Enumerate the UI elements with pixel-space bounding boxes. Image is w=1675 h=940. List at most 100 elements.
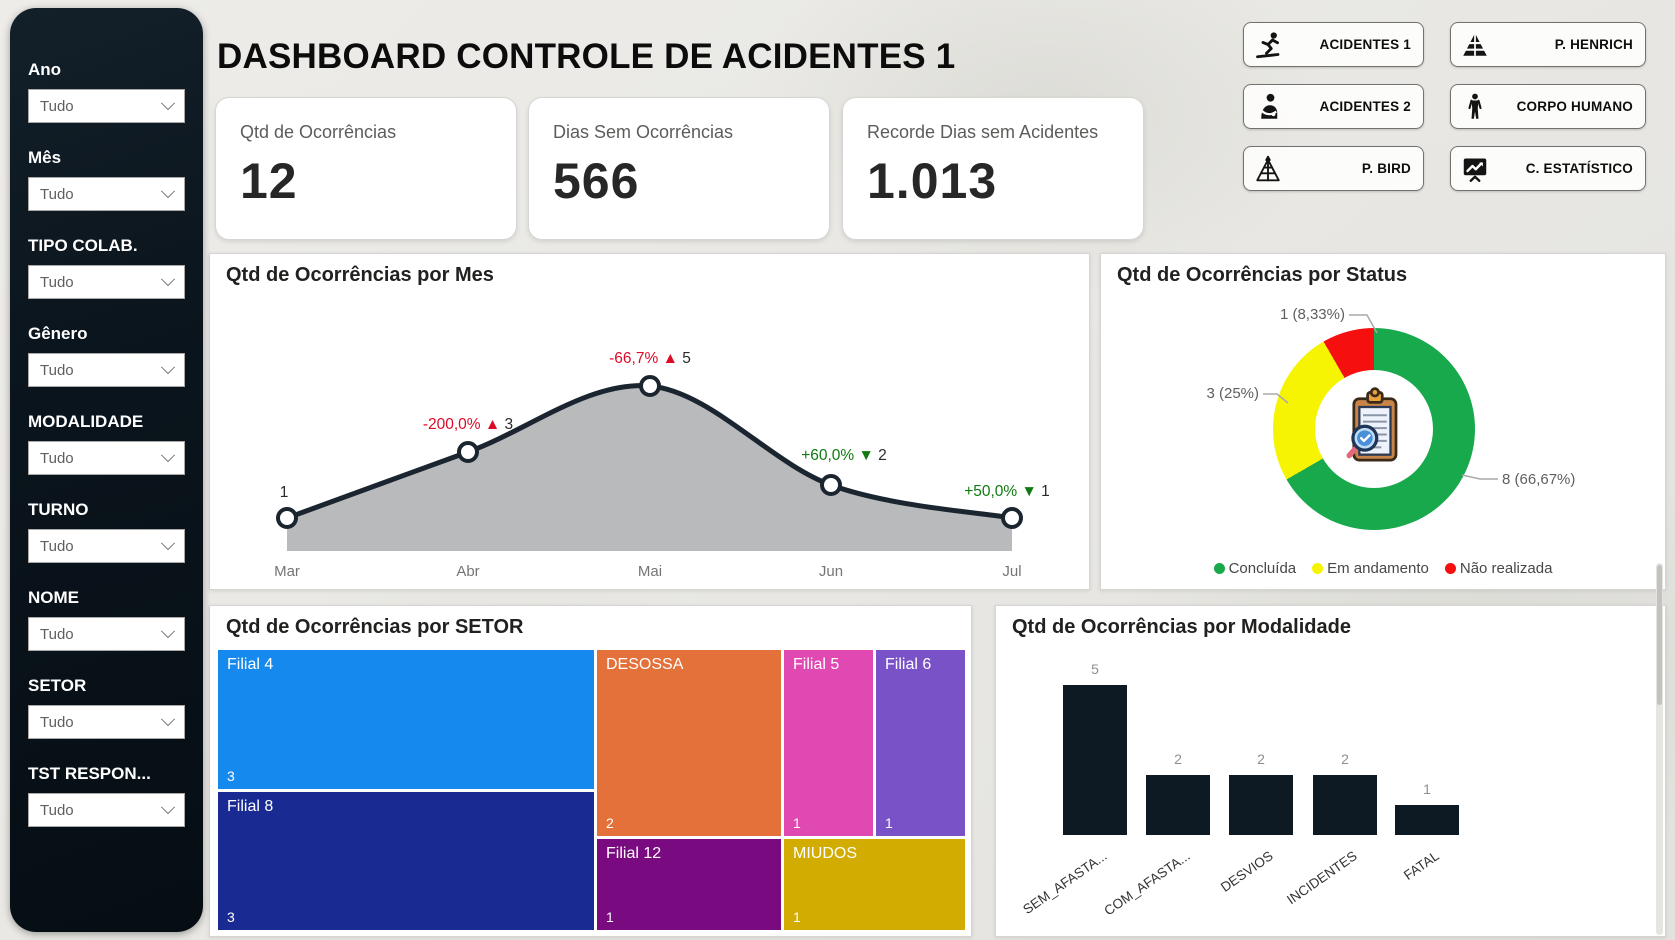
- point-label-abr: -200,0% ▲ 3: [423, 416, 513, 433]
- modalidade-dropdown[interactable]: Tudo: [28, 441, 185, 475]
- bar-value-label: 2: [1257, 751, 1265, 767]
- treemap-tile-miudos[interactable]: MIUDOS 1: [784, 839, 965, 930]
- bar-com-afastamento[interactable]: [1146, 775, 1210, 835]
- filter-label-tipo-colab: TIPO COLAB.: [28, 236, 138, 255]
- x-axis-label-abr: Abr: [456, 563, 479, 580]
- point-label-jun: +60,0% ▼ 2: [801, 447, 887, 464]
- donut-chart-title: Qtd de Ocorrências por Status: [1117, 264, 1408, 286]
- nome-dropdown[interactable]: Tudo: [28, 617, 185, 651]
- setor-dropdown[interactable]: Tudo: [28, 705, 185, 739]
- chevron-down-icon: [160, 800, 176, 815]
- bar-sem-afastamento[interactable]: [1063, 685, 1127, 835]
- bar-fatal[interactable]: [1395, 805, 1459, 835]
- tile-value: 1: [793, 909, 801, 925]
- data-point-jun[interactable]: [820, 474, 842, 496]
- filter-label-mes: Mês: [28, 148, 62, 167]
- chart-board-icon: [1463, 158, 1487, 182]
- donut-callout-concluida: 8 (66,67%): [1502, 471, 1576, 488]
- nav-button-label: C. ESTATÍSTICO: [1525, 161, 1633, 176]
- legend-item-nao-realizada[interactable]: Não realizada: [1444, 560, 1553, 577]
- kpi-card-recorde-dias: Recorde Dias sem Acidentes 1.013: [842, 97, 1144, 240]
- tst-responsavel-dropdown-value: Tudo: [40, 801, 74, 819]
- tile-label: Filial 4: [227, 656, 274, 673]
- filter-nome: NOME Tudo: [28, 588, 185, 651]
- genero-dropdown[interactable]: Tudo: [28, 353, 185, 387]
- area-fill: [287, 385, 1012, 551]
- human-body-icon: [1468, 93, 1482, 119]
- bar-chart-title: Qtd de Ocorrências por Modalidade: [1012, 616, 1351, 638]
- line-chart-title: Qtd de Ocorrências por Mes: [226, 264, 494, 286]
- filter-genero: Gênero Tudo: [28, 324, 185, 387]
- nav-button-p-henrich[interactable]: P. HENRICH: [1450, 22, 1646, 67]
- filter-turno: TURNO Tudo: [28, 500, 185, 563]
- tile-value: 2: [606, 815, 614, 831]
- nav-button-label: ACIDENTES 2: [1319, 99, 1411, 114]
- turno-dropdown[interactable]: Tudo: [28, 529, 185, 563]
- treemap-tile-filial-6[interactable]: Filial 6 1: [876, 650, 965, 836]
- tipo-colab-dropdown[interactable]: Tudo: [28, 265, 185, 299]
- setor-treemap: Filial 4 3 Filial 8 3 DESOSSA 2 Filial 1…: [218, 650, 965, 930]
- treemap-tile-filial-8[interactable]: Filial 8 3: [218, 792, 594, 930]
- chevron-down-icon: [160, 448, 176, 463]
- data-point-mai[interactable]: [639, 375, 661, 397]
- nav-button-corpo-humano[interactable]: CORPO HUMANO: [1450, 84, 1646, 129]
- x-axis-label-sem-afastamento: SEM_AFASTA...: [1020, 848, 1110, 917]
- tipo-colab-dropdown-value: Tudo: [40, 273, 74, 291]
- x-axis-label-mai: Mai: [638, 563, 662, 580]
- modalidade-dropdown-value: Tudo: [40, 449, 74, 467]
- nav-button-c-estatistico[interactable]: C. ESTATÍSTICO: [1450, 146, 1646, 191]
- legend-label: Concluída: [1228, 560, 1297, 577]
- x-axis-label-incidentes: INCIDENTES: [1284, 848, 1360, 907]
- bar-desvios[interactable]: [1229, 775, 1293, 835]
- bar-chart-card: Qtd de Ocorrências por Modalidade 5 2 2 …: [995, 605, 1666, 937]
- line-chart-card: Qtd de Ocorrências por Mes 1 -200,0% ▲ 3…: [209, 253, 1090, 590]
- clipboard-magnifier-icon: [1346, 387, 1398, 462]
- kpi-value: 1.013: [867, 153, 998, 209]
- filter-tipo-colab: TIPO COLAB. Tudo: [28, 236, 185, 299]
- filter-setor: SETOR Tudo: [28, 676, 185, 739]
- legend-label: Não realizada: [1459, 560, 1553, 577]
- slipping-person-icon: [1256, 31, 1280, 58]
- bar-incidentes[interactable]: [1313, 775, 1377, 835]
- filter-sidebar: Ano Tudo Mês Tudo TIPO COLAB. Tudo Gêner…: [10, 8, 203, 932]
- legend-item-em-andamento[interactable]: Em andamento: [1312, 560, 1429, 577]
- nav-button-acidentes-2[interactable]: ACIDENTES 2: [1243, 84, 1424, 129]
- line-chart[interactable]: 1 -200,0% ▲ 3 -66,7% ▲ 5 +60,0% ▼ 2 +50,…: [210, 299, 1091, 591]
- legend-item-concluida[interactable]: Concluída: [1213, 560, 1297, 577]
- bar-value-label: 1: [1423, 781, 1431, 797]
- data-point-jul[interactable]: [1001, 507, 1023, 529]
- treemap-tile-desossa[interactable]: DESOSSA 2: [597, 650, 781, 836]
- x-axis-label-fatal: FATAL: [1401, 848, 1442, 883]
- filter-label-tst-responsavel: TST RESPON...: [28, 764, 151, 783]
- pyramid-outline-icon: [1256, 155, 1280, 181]
- vertical-scrollbar[interactable]: [1656, 563, 1663, 935]
- x-axis-label-mar: Mar: [274, 563, 300, 580]
- bar-value-label: 2: [1174, 751, 1182, 767]
- mes-dropdown[interactable]: Tudo: [28, 177, 185, 211]
- turno-dropdown-value: Tudo: [40, 537, 74, 555]
- nav-button-label: CORPO HUMANO: [1516, 99, 1633, 114]
- chevron-down-icon: [160, 96, 176, 111]
- filter-label-nome: NOME: [28, 588, 79, 607]
- chevron-down-icon: [160, 712, 176, 727]
- data-point-mar[interactable]: [276, 507, 298, 529]
- scrollbar-thumb[interactable]: [1657, 565, 1662, 705]
- nav-button-acidentes-1[interactable]: ACIDENTES 1: [1243, 22, 1424, 67]
- nav-button-p-bird[interactable]: P. BIRD: [1243, 146, 1424, 191]
- kpi-value: 566: [553, 153, 640, 209]
- chevron-down-icon: [160, 272, 176, 287]
- treemap-tile-filial-5[interactable]: Filial 5 1: [784, 650, 873, 836]
- bar-value-label: 2: [1341, 751, 1349, 767]
- tile-label: Filial 8: [227, 798, 274, 815]
- ano-dropdown[interactable]: Tudo: [28, 89, 185, 123]
- data-point-abr[interactable]: [457, 441, 479, 463]
- chevron-down-icon: [160, 360, 176, 375]
- treemap-tile-filial-4[interactable]: Filial 4 3: [218, 650, 594, 789]
- point-label-jul: +50,0% ▼ 1: [964, 483, 1050, 500]
- green-dot-icon: [1213, 563, 1225, 574]
- tile-value: 1: [885, 815, 893, 831]
- tst-responsavel-dropdown[interactable]: Tudo: [28, 793, 185, 827]
- red-dot-icon: [1444, 563, 1456, 574]
- nav-button-label: P. HENRICH: [1554, 37, 1633, 52]
- treemap-tile-filial-12[interactable]: Filial 12 1: [597, 839, 781, 930]
